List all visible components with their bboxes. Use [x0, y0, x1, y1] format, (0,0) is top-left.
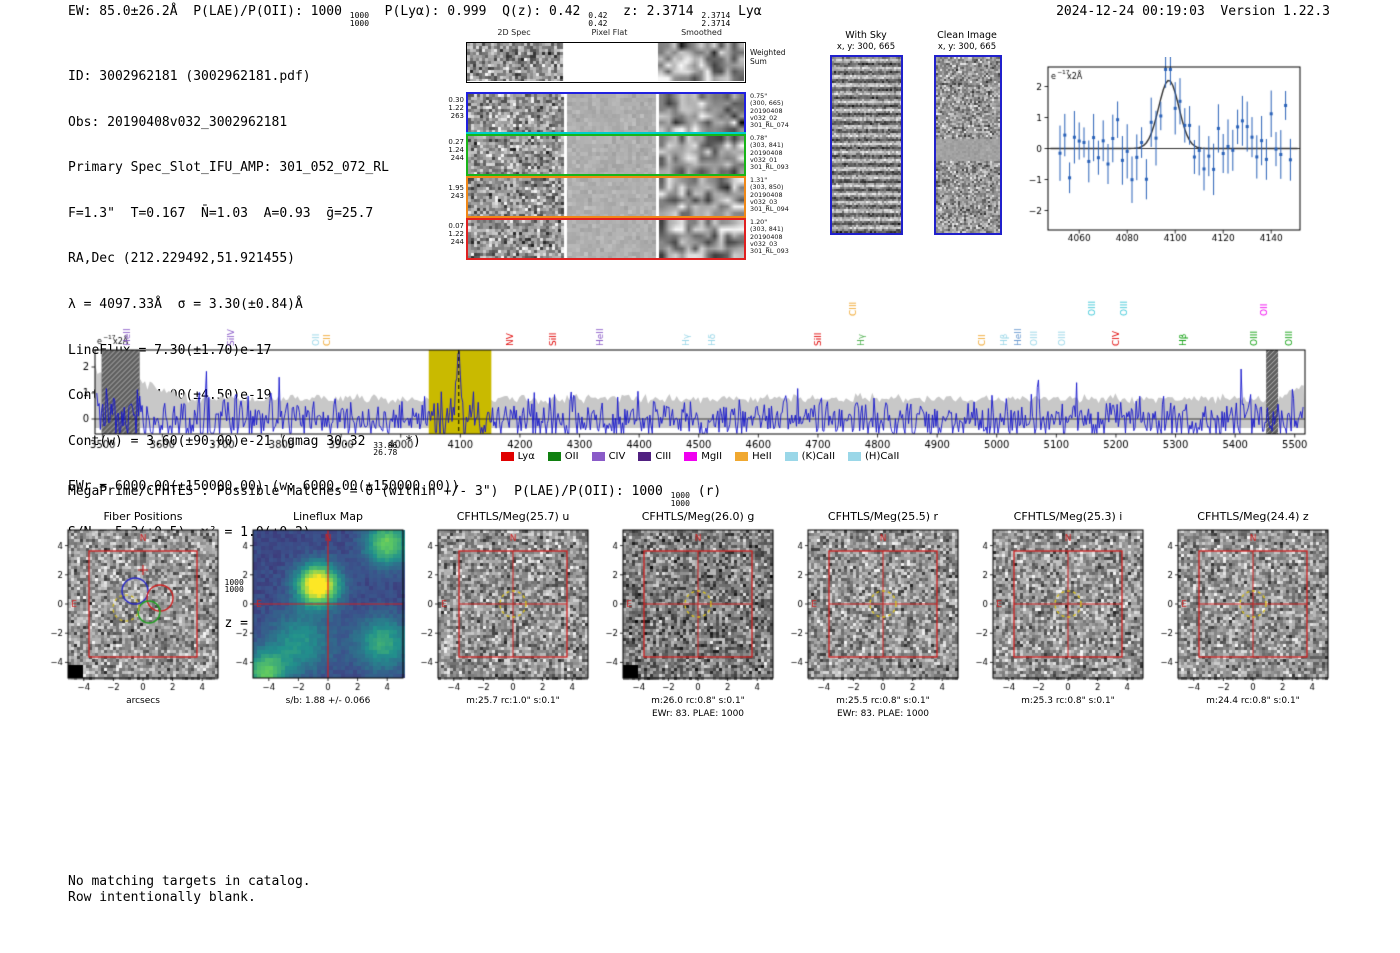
row-1-stats: 0.30 1.22 263 [448, 96, 464, 120]
legend-swatch-icon [684, 452, 698, 461]
spec2d-row-1 [466, 92, 746, 134]
legend-item: OII [547, 451, 579, 462]
line-fit-plot [1008, 57, 1308, 242]
with-sky-coords: x, y: 300, 665 [836, 42, 896, 52]
spec2d-row-1-image [468, 94, 744, 132]
legend-swatch-icon [784, 452, 798, 461]
col-header-2dspec: 2D Spec [497, 28, 531, 37]
legend-swatch-icon [500, 452, 514, 461]
cutout-cfhtls-r: CFHTLS/Meg(25.5) r m:25.5 rc:0.8" s:0.1"… [782, 510, 964, 725]
cutout-cfhtls-g-image [597, 528, 779, 700]
no-match-note: No matching targets in catalog. Row inten… [68, 874, 311, 905]
row-3-meta: 1.31" (303, 850) 20190408 v032_03 301_RL_094 [750, 176, 789, 214]
weighted-sum-image [467, 43, 744, 81]
cutout-cfhtls-r-image [782, 528, 964, 700]
legend-swatch-icon [735, 452, 749, 461]
cutout-xlabel: m:24.4 rc:0.8" s:0.1" [1206, 696, 1300, 706]
legend-item: Lyα [500, 451, 535, 462]
clean-image-panel [934, 55, 1002, 235]
legend-label: (K)CaII [801, 451, 836, 462]
legend-label: CIV [608, 451, 626, 462]
legend-swatch-icon [848, 452, 862, 461]
cutout-lineflux-map-image [227, 528, 409, 700]
cutout-xlabel: m:25.5 rc:0.8" s:0.1" [836, 696, 930, 706]
spectral-line-legend: Lyα OII CIV CIII MgII HeII (K)CaII (H)CaII [60, 451, 1340, 462]
cutout-xlabel: s/b: 1.88 +/- 0.066 [285, 696, 371, 706]
summary-header: EW: 85.0±26.2Å P(LAE)/P(OII): 1000 1000 1… [68, 4, 762, 28]
cutout-title: CFHTLS/Meg(25.3) i [1013, 510, 1123, 523]
col-header-pixel-flat: Pixel Flat [591, 28, 628, 37]
row-1-meta: 0.75" (300, 665) 20190408 v032_02 301_RL_074 [750, 92, 789, 130]
cutout-cfhtls-i-image [967, 528, 1149, 700]
with-sky-panel [830, 55, 903, 235]
cutout-xlabel2: EWr: 83. PLAE: 1000 [651, 709, 745, 719]
cutout-title: Lineflux Map [292, 510, 364, 523]
legend-item: HeII [735, 451, 772, 462]
cutout-fiber-positions: Fiber Positions arcsecs [42, 510, 224, 725]
row-2-meta: 0.78" (303, 841) 20190408 v032_01 301_RL_093 [750, 134, 789, 172]
with-sky-image [832, 57, 901, 233]
info-id: ID: 3002962181 (3002962181.pdf) [68, 69, 311, 84]
spec2d-row-3-image [468, 178, 744, 216]
legend-label: OII [564, 451, 579, 462]
info-obs: Obs: 20190408v032_3002962181 [68, 114, 288, 130]
cutout-title: CFHTLS/Meg(25.7) u [456, 510, 570, 523]
clean-image-coords: x, y: 300, 665 [937, 42, 997, 52]
cutout-cfhtls-g: CFHTLS/Meg(26.0) g m:26.0 rc:0.8" s:0.1"… [597, 510, 779, 725]
spec2d-row-3 [466, 176, 746, 218]
info-radec: RA,Dec (212.229492,51.921455) [68, 251, 295, 267]
cutout-title: Fiber Positions [103, 510, 183, 523]
full-spectrum-plot [60, 272, 1340, 462]
cutout-title: CFHTLS/Meg(25.5) r [827, 510, 939, 523]
spec2d-row-4 [466, 218, 746, 260]
catalog-match-header: MegaPrime/CFHTLS : Possible Matches = 0 … [68, 484, 722, 508]
legend-item: CIV [591, 451, 626, 462]
weighted-sum-row [466, 42, 746, 83]
cutout-title: CFHTLS/Meg(26.0) g [641, 510, 755, 523]
cutout-lineflux-map: Lineflux Map s/b: 1.88 +/- 0.066 [227, 510, 409, 725]
legend-label: CIII [655, 451, 672, 462]
row-separator-line [466, 132, 746, 134]
clean-image [936, 57, 1000, 233]
legend-item: CIII [638, 451, 671, 462]
cutout-cfhtls-z: CFHTLS/Meg(24.4) z m:24.4 rc:0.8" s:0.1" [1152, 510, 1334, 725]
legend-swatch-icon [547, 452, 561, 461]
cutout-xlabel: arcsecs [126, 696, 160, 706]
row-3-stats: 1.95 243 [448, 184, 464, 200]
weighted-sum-label: Weighted Sum [750, 48, 786, 66]
spec2d-row-2-image [468, 136, 744, 174]
spec2d-row-2 [466, 134, 746, 176]
legend-item: MgII [684, 451, 722, 462]
cutout-xlabel: m:25.7 rc:1.0" s:0.1" [466, 696, 560, 706]
legend-item: (K)CaII [784, 451, 836, 462]
info-ewr: EWr = 6000.00(±150000.00) (w: 6000.00(±1… [68, 479, 460, 495]
cutout-cfhtls-u: CFHTLS/Meg(25.7) u m:25.7 rc:1.0" s:0.1" [412, 510, 594, 725]
cutout-cfhtls-z-image [1152, 528, 1334, 700]
legend-label: HeII [752, 451, 772, 462]
legend-swatch-icon [591, 452, 605, 461]
cutout-cfhtls-i: CFHTLS/Meg(25.3) i m:25.3 rc:0.8" s:0.1" [967, 510, 1149, 725]
cutout-xlabel2: EWr: 83. PLAE: 1000 [836, 709, 930, 719]
col-header-smoothed: Smoothed [681, 28, 722, 37]
legend-item: (H)CaII [848, 451, 899, 462]
cutout-cfhtls-u-image [412, 528, 594, 700]
with-sky-title: With Sky [845, 30, 887, 41]
cutout-xlabel: m:26.0 rc:0.8" s:0.1" [651, 696, 745, 706]
cutout-fiber-positions-image [42, 528, 224, 700]
spec2d-row-4-image [468, 220, 744, 258]
row-4-meta: 1.20" (303, 841) 20190408 v032_03 301_RL_093 [750, 218, 789, 256]
clean-image-title: Clean Image [937, 30, 997, 41]
cutout-xlabel: m:25.3 rc:0.8" s:0.1" [1021, 696, 1115, 706]
legend-label: Lyα [517, 451, 535, 462]
row-4-stats: 0.07 1.22 244 [448, 222, 464, 246]
timestamp-version: 2024-12-24 00:19:03 Version 1.22.3 [1056, 4, 1330, 19]
info-seeing: F=1.3" T=0.167 N̄=1.03 A=0.93 ḡ=25.7 [68, 205, 374, 221]
legend-label: (H)CaII [865, 451, 900, 462]
info-primary-spec: Primary Spec_Slot_IFU_AMP: 301_052_072_R… [68, 160, 389, 176]
row-2-stats: 0.27 1.24 244 [448, 138, 464, 162]
cutout-title: CFHTLS/Meg(24.4) z [1197, 510, 1309, 523]
legend-swatch-icon [638, 452, 652, 461]
legend-label: MgII [701, 451, 723, 462]
